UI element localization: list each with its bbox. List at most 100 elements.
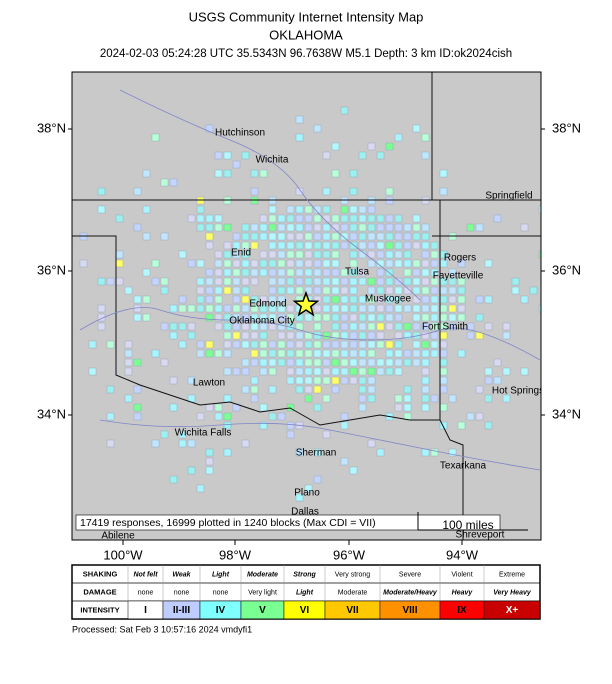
cell	[322, 313, 331, 322]
legend-cell: Heavy	[452, 589, 474, 596]
cell	[349, 205, 358, 214]
cell	[385, 187, 394, 196]
cell	[439, 367, 448, 376]
cell	[412, 358, 421, 367]
cell	[286, 205, 295, 214]
cell	[421, 223, 430, 232]
cell	[358, 223, 367, 232]
cell	[169, 304, 178, 313]
cell	[439, 304, 448, 313]
cell	[358, 340, 367, 349]
cell	[304, 394, 313, 403]
cell	[358, 349, 367, 358]
river	[79, 307, 541, 361]
cell	[340, 376, 349, 385]
cell	[124, 358, 133, 367]
cell	[196, 277, 205, 286]
cell	[421, 448, 430, 457]
cell	[277, 223, 286, 232]
cell	[484, 322, 493, 331]
cell	[196, 484, 205, 493]
cell	[421, 385, 430, 394]
cell	[286, 367, 295, 376]
cell	[439, 349, 448, 358]
cell	[412, 313, 421, 322]
cell	[430, 268, 439, 277]
cell	[448, 448, 457, 457]
cell	[259, 331, 268, 340]
cell	[475, 385, 484, 394]
river	[99, 419, 541, 471]
cell	[439, 169, 448, 178]
cell	[358, 313, 367, 322]
cell	[286, 232, 295, 241]
cell	[358, 295, 367, 304]
cell	[349, 367, 358, 376]
cell	[340, 295, 349, 304]
cell	[394, 277, 403, 286]
city-label: Texarkana	[440, 461, 487, 472]
cell	[223, 313, 232, 322]
cell	[286, 304, 295, 313]
cell	[322, 340, 331, 349]
cell	[421, 403, 430, 412]
legend-cell: Weak	[172, 571, 191, 578]
cell	[187, 331, 196, 340]
cell	[511, 286, 520, 295]
cell	[475, 313, 484, 322]
cell	[223, 349, 232, 358]
cell	[259, 367, 268, 376]
cell	[313, 205, 322, 214]
cell	[313, 358, 322, 367]
cell	[124, 349, 133, 358]
cell	[232, 277, 241, 286]
cell	[331, 367, 340, 376]
cell	[313, 322, 322, 331]
cell	[322, 295, 331, 304]
cell	[340, 232, 349, 241]
cell	[232, 304, 241, 313]
cell	[538, 250, 541, 259]
cell	[277, 241, 286, 250]
cell	[268, 340, 277, 349]
cell	[421, 313, 430, 322]
cell	[340, 241, 349, 250]
map: Hutchinson Wichita Springfield Enid Tulsa Rog…	[72, 72, 541, 540]
cell	[241, 259, 250, 268]
cell	[304, 205, 313, 214]
cell	[277, 358, 286, 367]
cell	[259, 403, 268, 412]
cell	[313, 313, 322, 322]
footer: Processed: Sat Feb 3 10:57:16 2024 vmdyf…	[72, 624, 252, 634]
cell	[259, 358, 268, 367]
cell	[520, 295, 529, 304]
cell	[349, 340, 358, 349]
cell	[439, 286, 448, 295]
city-label: Rogers	[444, 253, 476, 264]
cell	[142, 313, 151, 322]
cell	[394, 295, 403, 304]
cell	[520, 223, 529, 232]
cell	[394, 304, 403, 313]
cell	[331, 268, 340, 277]
cell	[367, 367, 376, 376]
cell	[385, 349, 394, 358]
cell	[214, 349, 223, 358]
cell	[412, 259, 421, 268]
cell	[421, 349, 430, 358]
cell	[475, 412, 484, 421]
cell	[268, 367, 277, 376]
cell	[214, 322, 223, 331]
cell	[106, 385, 115, 394]
cell	[142, 295, 151, 304]
legend-cell: I	[144, 605, 147, 616]
cell	[205, 340, 214, 349]
cell	[403, 241, 412, 250]
cell	[331, 214, 340, 223]
cell	[412, 286, 421, 295]
cell	[394, 403, 403, 412]
cell	[376, 232, 385, 241]
cell	[385, 295, 394, 304]
cell	[349, 331, 358, 340]
cell	[277, 304, 286, 313]
